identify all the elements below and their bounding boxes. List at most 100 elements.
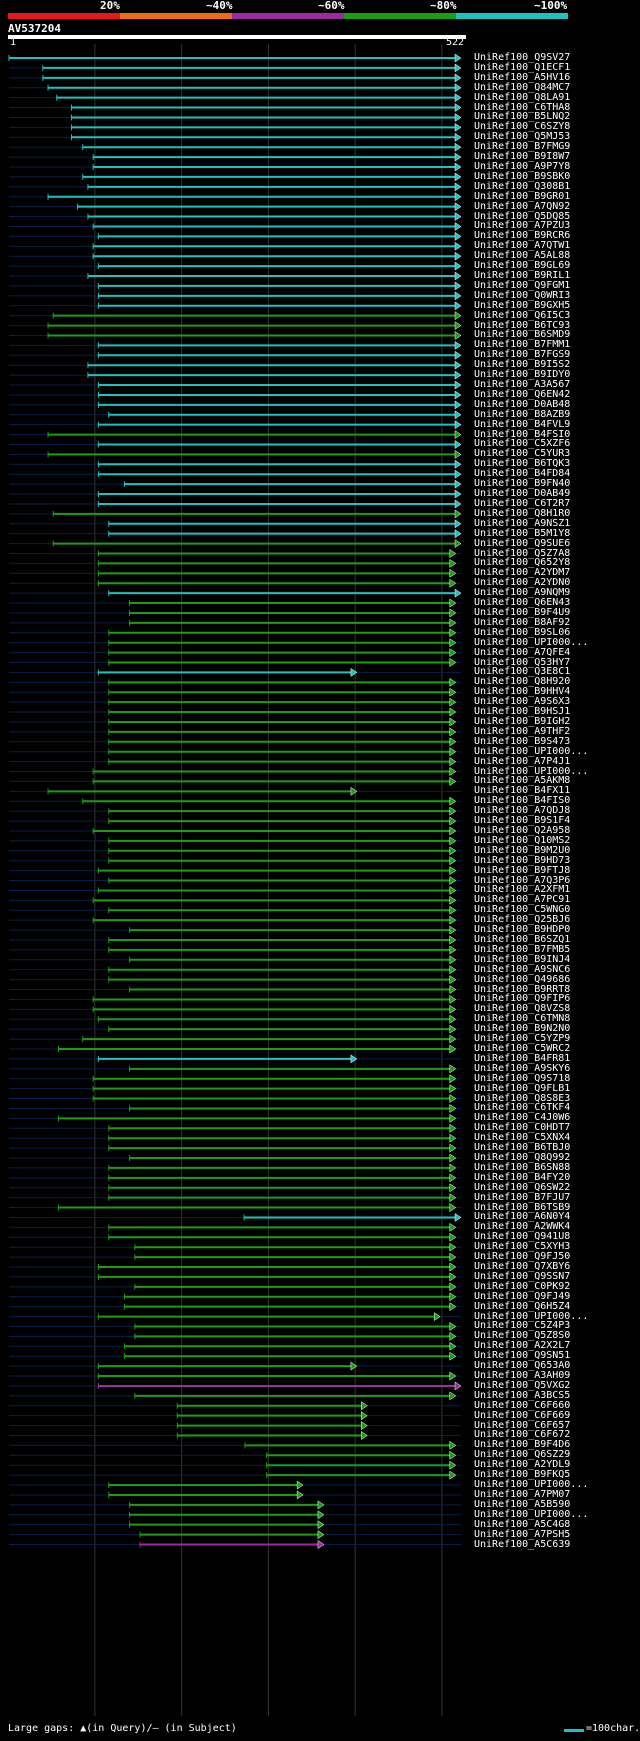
hit-label[interactable]: UniRef100_B4FD84 <box>474 468 571 480</box>
hit-label[interactable]: UniRef100_B9HDP0 <box>474 924 571 936</box>
hit-label[interactable]: UniRef100_Q652Y8 <box>474 557 571 569</box>
hit-label[interactable]: UniRef100_A9P7Y8 <box>474 161 571 172</box>
hit-label[interactable]: UniRef100_Q84MC7 <box>474 81 571 93</box>
hit-label[interactable]: UniRef100_B7FMB5 <box>474 943 571 955</box>
hit-label[interactable]: UniRef100_Q8VZS8 <box>474 1003 571 1015</box>
hit-label[interactable]: UniRef100_B6TBJ0 <box>474 1142 571 1154</box>
hit-label[interactable]: UniRef100_B9RIL1 <box>474 270 571 282</box>
hit-label[interactable]: UniRef100_A7QN92 <box>474 200 571 212</box>
hit-label[interactable]: UniRef100_Q6SW22 <box>474 1181 571 1193</box>
hit-label[interactable]: UniRef100_UPI000... <box>474 1508 589 1520</box>
hit-label[interactable]: UniRef100_UPI000... <box>474 636 589 648</box>
hit-label[interactable]: UniRef100_B9I8W7 <box>474 151 571 163</box>
hit-label[interactable]: UniRef100_Q9FJ49 <box>474 1290 571 1302</box>
hit-label[interactable]: UniRef100_Q6EN42 <box>474 388 571 400</box>
hit-label[interactable]: UniRef100_A2WWK4 <box>474 1221 571 1233</box>
hit-label[interactable]: UniRef100_Q5MJ53 <box>474 131 571 143</box>
hit-label[interactable]: UniRef100_A3BCS5 <box>474 1389 571 1401</box>
hit-label[interactable]: UniRef100_Q53HY7 <box>474 656 571 668</box>
hit-label[interactable]: UniRef100_C6F669 <box>474 1409 571 1421</box>
hit-label[interactable]: UniRef100_B7FMG9 <box>474 141 571 153</box>
hit-label[interactable]: UniRef100_UPI000... <box>474 745 589 757</box>
hit-label[interactable]: UniRef100_Q6SZ29 <box>474 1449 571 1461</box>
hit-label[interactable]: UniRef100_B6SMD9 <box>474 329 571 341</box>
hit-label[interactable]: UniRef100_Q5Z8S0 <box>474 1330 571 1342</box>
hit-label[interactable]: UniRef100_B9GL69 <box>474 260 571 272</box>
hit-label[interactable]: UniRef100_A9NQM9 <box>474 587 571 599</box>
hit-label[interactable]: UniRef100_C5XYH3 <box>474 1241 571 1253</box>
hit-label[interactable]: UniRef100_B9F4D6 <box>474 1439 571 1451</box>
hit-label[interactable]: UniRef100_C6SZY8 <box>474 121 571 133</box>
hit-label[interactable]: UniRef100_A7PM07 <box>474 1488 571 1500</box>
hit-label[interactable]: UniRef100_C5WNG0 <box>474 904 571 916</box>
hit-label[interactable]: UniRef100_Q5DQ85 <box>474 210 571 222</box>
hit-label[interactable]: UniRef100_B9S473 <box>474 735 571 747</box>
hit-label[interactable]: UniRef100_B9SBK0 <box>474 170 571 182</box>
hit-label[interactable]: UniRef100_Q8H920 <box>474 676 571 688</box>
hit-label[interactable]: UniRef100_C4J0W6 <box>474 1112 571 1124</box>
hit-label[interactable]: UniRef100_B9IGH2 <box>474 715 571 727</box>
hit-label[interactable]: UniRef100_A9SNC6 <box>474 963 571 975</box>
hit-label[interactable]: UniRef100_A9NSZ1 <box>474 517 571 529</box>
hit-label[interactable]: UniRef100_B6TC93 <box>474 319 571 331</box>
hit-label[interactable]: UniRef100_B6SZQ1 <box>474 933 571 945</box>
hit-label[interactable]: UniRef100_B9GXH5 <box>474 299 571 311</box>
hit-label[interactable]: UniRef100_A2YDN0 <box>474 577 571 589</box>
hit-label[interactable]: UniRef100_A5AL88 <box>474 250 571 262</box>
hit-label[interactable]: UniRef100_B4FIS0 <box>474 795 571 807</box>
hit-label[interactable]: UniRef100_A2YDM7 <box>474 567 571 579</box>
hit-label[interactable]: UniRef100_Q10MS2 <box>474 834 571 846</box>
hit-label[interactable]: UniRef100_Q8S8E3 <box>474 1092 571 1104</box>
hit-label[interactable]: UniRef100_Q9FLB1 <box>474 1082 571 1094</box>
hit-label[interactable]: UniRef100_B9HHV4 <box>474 686 571 698</box>
hit-label[interactable]: UniRef100_B9HD73 <box>474 854 571 866</box>
hit-label[interactable]: UniRef100_A5C4G8 <box>474 1518 571 1530</box>
hit-label[interactable]: UniRef100_A7QFE4 <box>474 646 571 658</box>
hit-label[interactable]: UniRef100_C6THA8 <box>474 101 571 113</box>
hit-label[interactable]: UniRef100_A3AH09 <box>474 1370 571 1382</box>
hit-label[interactable]: UniRef100_C5WRC2 <box>474 1043 571 1054</box>
hit-label[interactable]: UniRef100_B4FX11 <box>474 785 571 797</box>
hit-label[interactable]: UniRef100_B8AF92 <box>474 616 571 628</box>
hit-label[interactable]: UniRef100_C5YZP9 <box>474 1033 571 1045</box>
hit-label[interactable]: UniRef100_A2XFM1 <box>474 884 571 896</box>
hit-label[interactable]: UniRef100_C6T2R7 <box>474 497 571 509</box>
hit-label[interactable]: UniRef100_A7P4J1 <box>474 755 571 767</box>
hit-label[interactable]: UniRef100_B9FKQ5 <box>474 1469 571 1481</box>
hit-label[interactable]: UniRef100_A5C639 <box>474 1538 571 1550</box>
hit-label[interactable]: UniRef100_Q9FJ50 <box>474 1251 571 1263</box>
hit-label[interactable]: UniRef100_Q9FGM1 <box>474 279 571 291</box>
hit-label[interactable]: UniRef100_A9THF2 <box>474 725 571 737</box>
hit-label[interactable]: UniRef100_B9S1F4 <box>474 815 571 827</box>
hit-label[interactable]: UniRef100_UPI000... <box>474 765 589 777</box>
hit-label[interactable]: UniRef100_Q5VXG2 <box>474 1379 571 1391</box>
hit-label[interactable]: UniRef100_B9IDY0 <box>474 369 571 381</box>
hit-label[interactable]: UniRef100_B7FGS9 <box>474 349 571 361</box>
hit-label[interactable]: UniRef100_C5Z4P3 <box>474 1320 571 1332</box>
hit-label[interactable]: UniRef100_A5HV16 <box>474 71 571 83</box>
hit-label[interactable]: UniRef100_B4FY20 <box>474 1171 571 1183</box>
hit-label[interactable]: UniRef100_B9M2U0 <box>474 844 571 856</box>
hit-label[interactable]: UniRef100_Q941U8 <box>474 1231 571 1243</box>
hit-label[interactable]: UniRef100_A7QTW1 <box>474 240 571 252</box>
hit-label[interactable]: UniRef100_A2YDL9 <box>474 1459 571 1471</box>
hit-label[interactable]: UniRef100_Q7XBY6 <box>474 1261 571 1273</box>
hit-label[interactable]: UniRef100_Q308B1 <box>474 180 571 192</box>
hit-label[interactable]: UniRef100_C6TMN8 <box>474 1013 571 1025</box>
hit-label[interactable]: UniRef100_B9I5S2 <box>474 359 571 371</box>
hit-label[interactable]: UniRef100_UPI000... <box>474 1479 589 1491</box>
hit-label[interactable]: UniRef100_B7FMM1 <box>474 339 571 351</box>
hit-label[interactable]: UniRef100_Q8Q992 <box>474 1152 571 1163</box>
hit-label[interactable]: UniRef100_D0AB49 <box>474 488 571 500</box>
hit-label[interactable]: UniRef100_Q9FIP6 <box>474 993 571 1005</box>
hit-label[interactable]: UniRef100_Q0WRI3 <box>474 289 571 301</box>
hit-label[interactable]: UniRef100_C5XNX4 <box>474 1132 571 1144</box>
hit-label[interactable]: UniRef100_B9RCR6 <box>474 230 571 242</box>
hit-label[interactable]: UniRef100_Q6H5Z4 <box>474 1300 571 1312</box>
hit-label[interactable]: UniRef100_C6F657 <box>474 1419 571 1431</box>
hit-label[interactable]: UniRef100_C0HDT7 <box>474 1122 571 1134</box>
hit-label[interactable]: UniRef100_B4FVL9 <box>474 418 571 430</box>
hit-label[interactable]: UniRef100_C5YUR3 <box>474 448 571 460</box>
hit-label[interactable]: UniRef100_B5M1Y8 <box>474 527 571 539</box>
hit-label[interactable]: UniRef100_Q9SSN7 <box>474 1270 571 1282</box>
